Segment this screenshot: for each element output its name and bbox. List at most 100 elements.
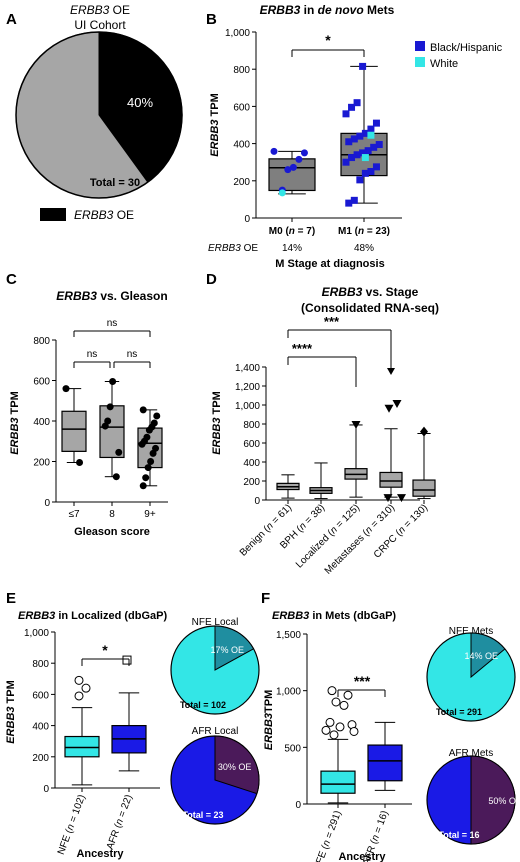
chart-c-xlabel-part: Gleason score <box>74 526 150 538</box>
pie-a-legend-label: ERBB3 OE <box>74 208 134 222</box>
chart-d-outlier <box>351 420 361 429</box>
chart-b-ylabel-part: ERBB3 <box>209 119 221 156</box>
chart-d-title-part: vs. Stage <box>362 285 418 299</box>
chart-f-outlier <box>335 722 345 732</box>
chart-b-y-tick-label: 200 <box>233 177 250 188</box>
chart-c-category-label-part: ≤7 <box>68 509 79 520</box>
chart-d-y-tick-label-part: 1,200 <box>235 382 260 393</box>
chart-b-significance-part: * <box>325 32 331 48</box>
chart-e-category-label-part: = 22) <box>116 793 135 821</box>
chart-f-pie-oe-label-part: 14% OE <box>465 651 499 661</box>
chart-b-point <box>372 163 380 171</box>
chart-b-point <box>361 154 369 162</box>
chart-f-outlier <box>339 700 349 710</box>
chart-b-point <box>278 189 286 197</box>
chart-b-point <box>342 158 350 166</box>
chart-d-bracket-label: **** <box>292 341 313 356</box>
chart-b-y-tick-label-part: 400 <box>233 140 250 151</box>
chart-e-pie-oe-label-part: 30% OE <box>218 762 252 772</box>
chart-e-outlier <box>74 691 84 701</box>
chart-d-outlier <box>420 426 428 437</box>
chart-e-pie-oe-label: 17% OE <box>211 645 245 655</box>
chart-c-point <box>145 426 153 434</box>
chart-f-box-1-box <box>367 744 403 782</box>
chart-d-ylabel: ERBB3 TPM <box>211 391 223 455</box>
chart-e-pie-total-label-part: Total = 102 <box>180 700 226 710</box>
chart-b-title-part: Mets <box>364 3 395 17</box>
chart-e-category-label: AFR (n = 22) <box>105 793 135 851</box>
chart-d-outlier <box>397 494 406 503</box>
chart-e-xlabel-part: Ancestry <box>76 848 124 860</box>
chart-d-y-tick-label-part: 600 <box>243 439 260 450</box>
chart-b-point <box>350 196 358 204</box>
chart-e-ylabel: ERBB3 TPM <box>5 680 17 744</box>
chart-b-oe-value: 14% <box>282 243 302 254</box>
chart-b-xlabel: M Stage at diagnosis <box>275 258 384 270</box>
chart-d-outlier <box>392 400 402 409</box>
chart-b-oe-row-label-part: ERBB3 <box>208 243 241 254</box>
chart-d-y-tick-label: 0 <box>254 496 260 507</box>
chart-d-y-tick-label: 1,000 <box>235 401 260 412</box>
chart-b-title: ERBB3 in de novo Mets <box>260 3 395 17</box>
chart-b-y-tick-label: 0 <box>244 214 250 225</box>
chart-b-legend-label-part: White <box>430 58 458 70</box>
chart-e-outlier <box>81 683 91 693</box>
chart-f-pie-oe-label-part: 50% OE <box>488 796 520 806</box>
chart-d-bracket-label-part: **** <box>292 341 313 356</box>
chart-f-y-tick-label: 500 <box>284 743 301 754</box>
chart-f-significance: *** <box>354 673 371 689</box>
chart-b-legend-swatch <box>415 57 425 67</box>
chart-d-category-label-part: = 310) <box>367 502 397 532</box>
panel-letter-a: A <box>6 11 17 28</box>
chart-b-point <box>375 141 383 149</box>
pie-a-legend-label-part: OE <box>113 208 134 222</box>
chart-b-point <box>300 149 308 157</box>
chart-e-title: ERBB3 in Localized (dbGaP) <box>18 610 167 622</box>
chart-e-y-tick-label: 600 <box>32 690 49 701</box>
chart-f-outlier <box>325 717 335 727</box>
chart-b-point <box>345 199 353 207</box>
chart-d-outlier <box>384 404 394 413</box>
chart-e-category-label-part: n <box>114 817 126 826</box>
pie-a-subtitle-part: UI Cohort <box>74 18 126 32</box>
chart-b-oe-value-part: 48% <box>354 243 374 254</box>
chart-b-point <box>356 132 364 140</box>
chart-c-point <box>138 440 146 448</box>
chart-f-category-label-part: = 291) <box>323 809 344 842</box>
chart-e-box-0-box <box>64 735 100 758</box>
chart-e-y-tick-label-part: 400 <box>32 722 49 733</box>
pie-a-title-part: ERBB3 <box>70 3 110 17</box>
chart-c-title-part: vs. Gleason <box>97 289 168 303</box>
chart-c-point <box>147 458 155 465</box>
chart-f-outlier <box>321 725 331 735</box>
chart-f-y-tick-label-part: 1,500 <box>276 630 301 641</box>
chart-b-point <box>361 129 369 137</box>
chart-d-y-tick-label-part: 1,400 <box>235 363 260 374</box>
chart-f-y-tick-label: 1,500 <box>276 630 301 641</box>
chart-f-pie-slice-oe <box>470 755 516 845</box>
chart-e-xlabel: Ancestry <box>76 848 124 860</box>
chart-c-bracket-label-part: ns <box>127 349 138 360</box>
chart-b-point <box>348 154 356 162</box>
chart-f-xlabel: Ancestry <box>338 851 386 862</box>
chart-c-category-label: ≤7 <box>68 509 79 520</box>
chart-d-category-label-part: = 130) <box>400 502 430 532</box>
chart-c-bracket-label: ns <box>127 349 138 360</box>
chart-b-y-tick-label: 600 <box>233 102 250 113</box>
chart-b-legend-label: Black/Hispanic <box>430 42 503 54</box>
chart-b-oe-row-label: ERBB3 OE <box>208 243 258 254</box>
chart-b-category-label-part: = 7) <box>295 226 315 237</box>
chart-b-point <box>289 163 297 171</box>
chart-b-title-part: ERBB3 <box>260 3 301 17</box>
chart-c-y-tick-label: 800 <box>33 336 50 347</box>
chart-d-category-label-part: = 125) <box>332 502 362 532</box>
chart-b-point <box>364 147 372 155</box>
chart-d-y-tick-label: 400 <box>243 458 260 469</box>
chart-b-legend-label-part: Black/Hispanic <box>430 42 503 54</box>
chart-c-category-label: 8 <box>109 509 115 520</box>
chart-b-category-label-part: n <box>289 226 295 237</box>
chart-b-point <box>356 176 364 184</box>
chart-b-point <box>348 103 356 111</box>
chart-b-y-tick-label-part: 800 <box>233 65 250 76</box>
